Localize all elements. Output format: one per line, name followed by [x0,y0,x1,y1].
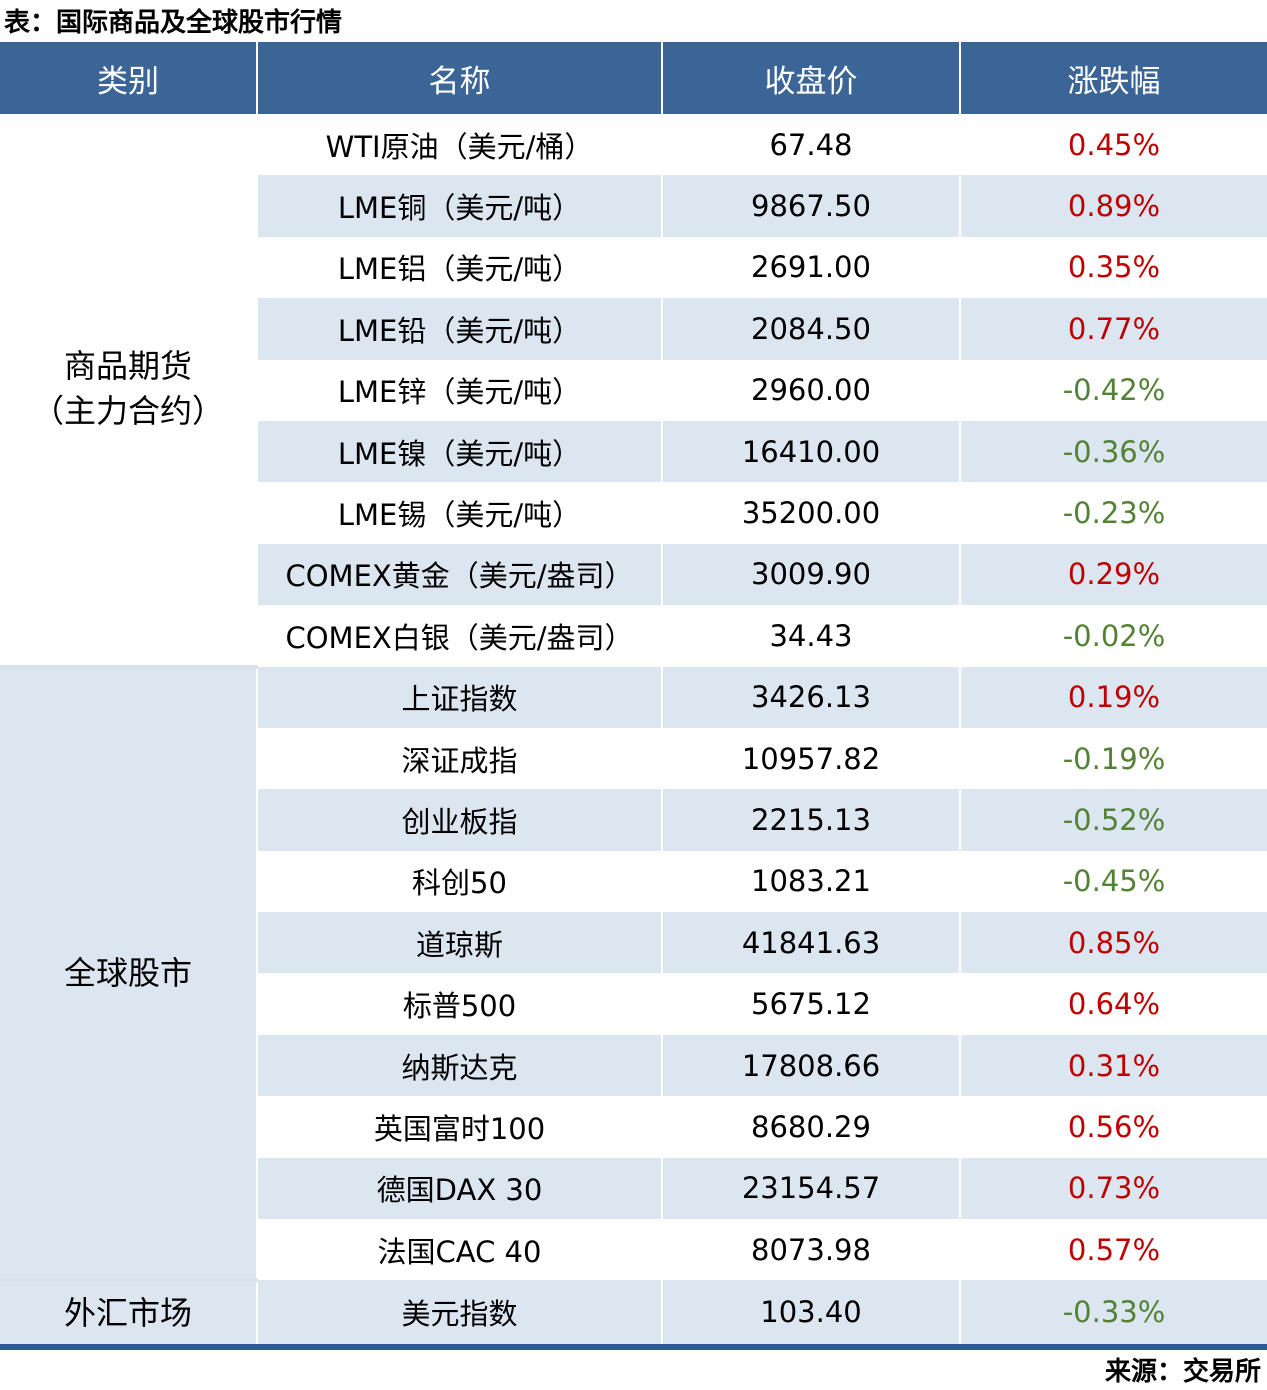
header-category: 类别 [0,42,258,114]
table-row: COMEX白银（美元/盎司） 34.43 -0.02% [0,605,1267,667]
table-row: 商品期货 （主力合约） WTI原油（美元/桶） 67.48 0.45% [0,114,1267,667]
table-row: 标普500 5675.12 0.64% [0,973,1267,1035]
close-cell: 34.43 [662,605,961,667]
name-cell: COMEX白银（美元/盎司） [257,605,663,667]
table-row: LME镍（美元/吨） 16410.00 -0.36% [0,420,1267,483]
name-cell: 科创50 [257,850,663,913]
name-cell: 法国CAC 40 [257,1219,663,1281]
name-cell: 道琼斯 [257,912,663,974]
category-label-line: 商品期货 [63,347,192,386]
name-cell: LME铝（美元/吨） [257,236,663,299]
close-cell: 2084.50 [662,298,961,360]
table-row: COMEX黄金（美元/盎司） 3009.90 0.29% [0,543,1267,606]
change-cell: 0.57% [960,1219,1267,1281]
close-cell: 8073.98 [662,1219,961,1281]
category-label-line: 外汇市场 [63,1293,192,1332]
change-cell: -0.52% [960,789,1267,851]
table-row: 纳斯达克 17808.66 0.31% [0,1034,1267,1097]
change-cell: 0.19% [960,666,1267,728]
close-cell: 41841.63 [662,912,961,974]
name-cell: 上证指数 [257,666,663,728]
close-cell: 2960.00 [662,359,961,421]
close-cell: 10957.82 [662,727,961,790]
header-name: 名称 [257,42,663,114]
change-cell: 0.85% [960,912,1267,974]
name-cell: 德国DAX 30 [257,1157,663,1220]
close-cell: 103.40 [662,1280,961,1347]
change-cell: 0.31% [960,1034,1267,1097]
table-title: 表：国际商品及全球股市行情 [4,8,343,38]
change-cell: 0.45% [960,114,1267,176]
name-cell: LME锡（美元/吨） [257,482,663,544]
header-row: 类别 名称 收盘价 涨跌幅 [0,42,1267,114]
close-cell: 1083.21 [662,850,961,913]
change-cell: -0.42% [960,359,1267,421]
change-cell: -0.36% [960,420,1267,483]
change-cell: -0.02% [960,605,1267,667]
change-cell: -0.45% [960,850,1267,913]
name-cell: LME锌（美元/吨） [257,359,663,421]
name-cell: 英国富时100 [257,1096,663,1158]
name-cell: LME镍（美元/吨） [257,420,663,483]
change-cell: 0.29% [960,543,1267,606]
close-cell: 3426.13 [662,666,961,728]
change-cell: 0.56% [960,1096,1267,1158]
change-cell: 0.89% [960,175,1267,237]
table-row: 德国DAX 30 23154.57 0.73% [0,1157,1267,1220]
table-row: 外汇市场 美元指数 103.40 -0.33% [0,1278,1267,1347]
category-cell-commodity-futures: 商品期货 （主力合约） [0,114,258,667]
close-cell: 67.48 [662,114,961,176]
name-cell: 纳斯达克 [257,1034,663,1097]
close-cell: 35200.00 [662,482,961,544]
name-cell: COMEX黄金（美元/盎司） [257,543,663,606]
name-cell: WTI原油（美元/桶） [257,114,663,176]
category-label-line: （主力合约） [31,392,224,431]
change-cell: 0.35% [960,236,1267,299]
change-cell: -0.23% [960,482,1267,544]
name-cell: 深证成指 [257,727,663,790]
table-row: LME铜（美元/吨） 9867.50 0.89% [0,175,1267,237]
category-cell-fx-market: 外汇市场 [0,1278,258,1347]
close-cell: 2215.13 [662,789,961,851]
close-cell: 23154.57 [662,1157,961,1220]
header-change: 涨跌幅 [960,42,1267,114]
close-cell: 9867.50 [662,175,961,237]
table-row: LME铝（美元/吨） 2691.00 0.35% [0,236,1267,299]
name-cell: 美元指数 [257,1280,663,1347]
name-cell: LME铅（美元/吨） [257,298,663,360]
category-label-line: 全球股市 [63,954,192,993]
close-cell: 5675.12 [662,973,961,1035]
table-row: LME锌（美元/吨） 2960.00 -0.42% [0,359,1267,421]
name-cell: 创业板指 [257,789,663,851]
close-cell: 16410.00 [662,420,961,483]
table-row: 法国CAC 40 8073.98 0.57% [0,1219,1267,1281]
close-cell: 17808.66 [662,1034,961,1097]
market-table: 类别 名称 收盘价 涨跌幅 商品期货 （主力合约） WTI原油（美元/桶） 67… [0,42,1267,1350]
change-cell: 0.77% [960,298,1267,360]
category-cell-global-stocks: 全球股市 [0,664,258,1281]
name-cell: 标普500 [257,973,663,1035]
change-cell: 0.73% [960,1157,1267,1220]
table-row: 英国富时100 8680.29 0.56% [0,1096,1267,1158]
table-row: 深证成指 10957.82 -0.19% [0,727,1267,790]
table-row: 道琼斯 41841.63 0.85% [0,912,1267,974]
table-row: 创业板指 2215.13 -0.52% [0,789,1267,851]
close-cell: 3009.90 [662,543,961,606]
table-row: 科创50 1083.21 -0.45% [0,850,1267,913]
change-cell: 0.64% [960,973,1267,1035]
table-row: LME锡（美元/吨） 35200.00 -0.23% [0,482,1267,544]
close-cell: 8680.29 [662,1096,961,1158]
table-row: 全球股市 上证指数 3426.13 0.19% [0,664,1267,1281]
name-cell: LME铜（美元/吨） [257,175,663,237]
change-cell: -0.33% [960,1280,1267,1347]
header-close: 收盘价 [662,42,961,114]
source-note: 来源：交易所 [1104,1357,1261,1387]
close-cell: 2691.00 [662,236,961,299]
change-cell: -0.19% [960,727,1267,790]
table-row: LME铅（美元/吨） 2084.50 0.77% [0,298,1267,360]
